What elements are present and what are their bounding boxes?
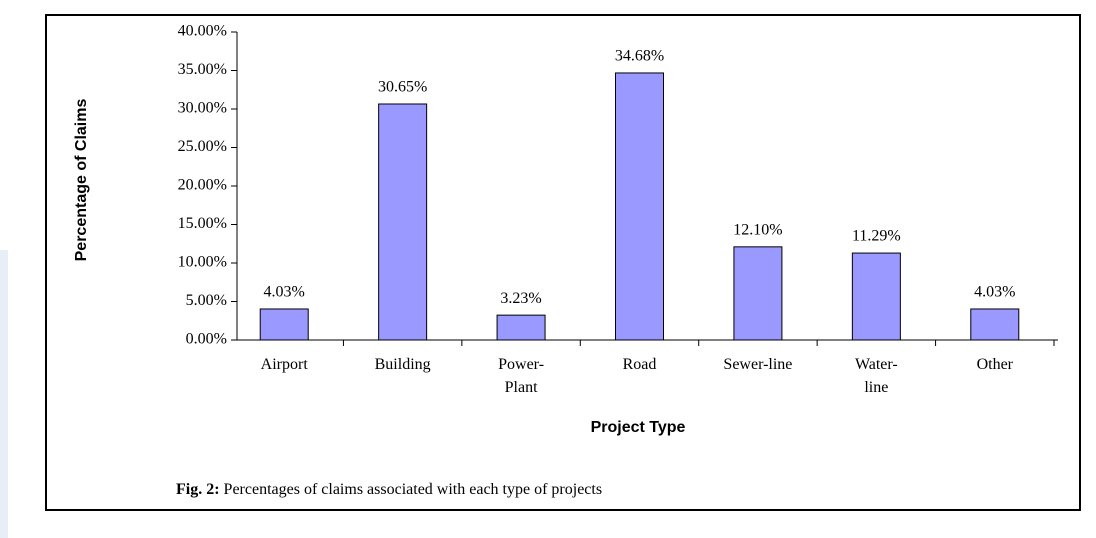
value-label: 34.68% — [615, 48, 664, 65]
caption: Fig. 2: Percentages of claims associated… — [176, 481, 602, 498]
y-tick-label: 35.00% — [178, 61, 227, 78]
bar — [615, 72, 664, 341]
x-axis-title: Project Type — [591, 419, 686, 436]
value-label: 4.03% — [264, 284, 305, 301]
caption-label: Fig. 2: — [176, 481, 220, 498]
value-label: 30.65% — [378, 79, 427, 96]
y-axis-title: Percentage of Claims — [73, 99, 90, 262]
bar — [496, 314, 546, 341]
y-tick-label: 10.00% — [178, 254, 227, 271]
y-tick-label: 40.00% — [178, 23, 227, 40]
x-tick-label: Other — [977, 356, 1014, 373]
x-tick-label: Power-Plant — [498, 356, 544, 396]
bar — [378, 103, 428, 341]
value-label: 3.23% — [500, 290, 541, 307]
x-tick-label: Sewer-line — [723, 356, 792, 373]
caption-text: Percentages of claims associated with ea… — [224, 481, 603, 498]
x-tick-label: Airport — [261, 356, 309, 373]
bar — [970, 308, 1020, 341]
bar — [259, 308, 309, 341]
x-tick-label: Building — [375, 356, 431, 373]
decor-strip — [0, 250, 8, 538]
y-tick-label: 15.00% — [178, 215, 227, 232]
value-label: 11.29% — [852, 228, 901, 245]
x-tick-label: Water-line — [855, 356, 898, 396]
y-tick-label: 0.00% — [186, 331, 227, 348]
value-label: 12.10% — [733, 222, 782, 239]
bar — [733, 246, 783, 341]
x-tick-label: Road — [623, 356, 657, 373]
y-tick-label: 25.00% — [178, 138, 227, 155]
y-tick-label: 5.00% — [186, 292, 227, 309]
y-tick-label: 20.00% — [178, 177, 227, 194]
frame — [45, 14, 1081, 511]
bar — [851, 252, 901, 341]
value-label: 4.03% — [974, 284, 1015, 301]
y-tick-label: 30.00% — [178, 100, 227, 117]
